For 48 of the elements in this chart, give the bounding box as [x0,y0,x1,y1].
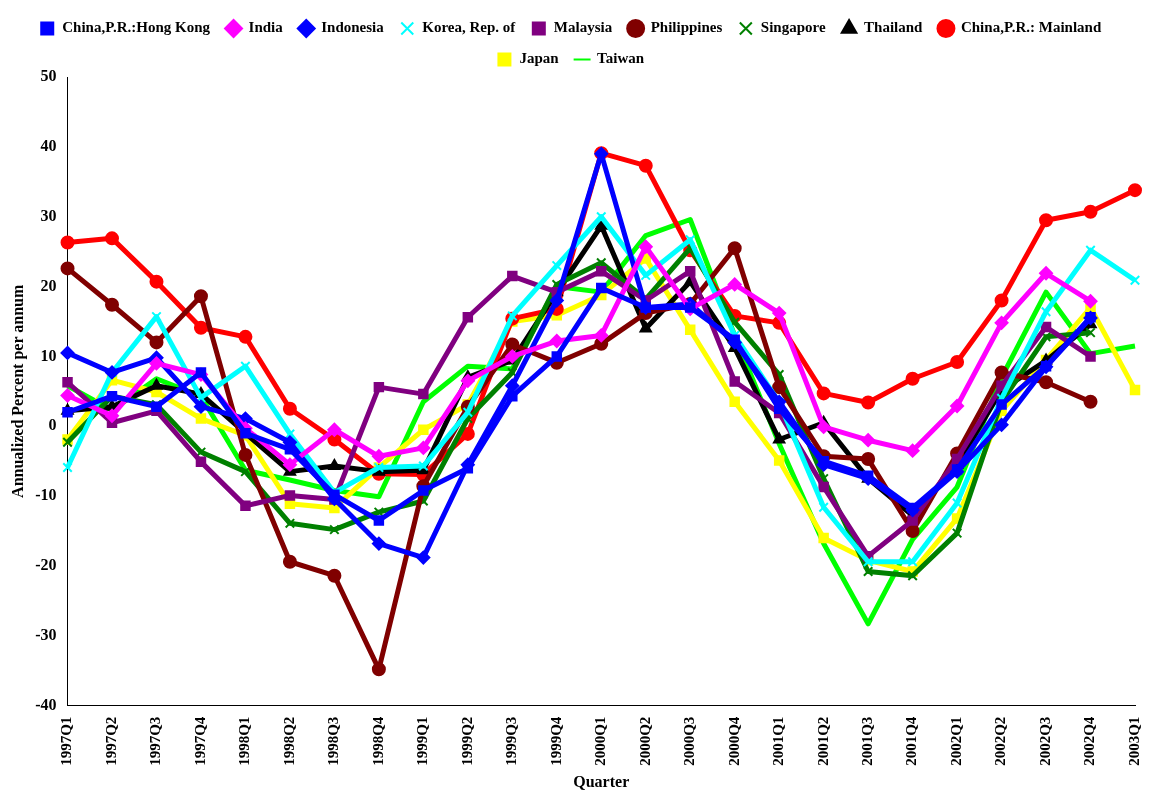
legend-label: Thailand [864,19,924,36]
y-tick-label: 40 [40,136,57,154]
y-tick-label: 20 [40,276,57,294]
x-tick-label: 1999Q3 [503,716,520,766]
legend-label: China,P.R.:Hong Kong [62,19,211,36]
y-tick-label: -30 [35,625,57,643]
x-tick-label: 2000Q2 [636,716,653,766]
y-axis-title: Annualized Percent per annum [8,284,27,498]
x-tick-label: 2000Q4 [725,716,742,766]
legend-label: Philippines [650,19,723,36]
y-tick-label: 0 [48,416,57,434]
x-axis-title: Quarter [573,772,630,790]
y-tick-label: -40 [35,695,57,713]
x-tick-label: 1998Q4 [369,716,386,766]
x-tick-label: 1997Q4 [191,716,208,766]
legend-label: Malaysia [553,19,613,36]
x-tick-label: 2002Q3 [1036,716,1053,766]
x-tick-label: 1997Q1 [58,716,75,766]
legend-label: Taiwan [597,50,645,67]
legend-label: Korea, Rep. of [422,19,517,36]
legend-label: Japan [519,50,560,67]
x-tick-label: 1997Q2 [102,716,119,766]
x-tick-label: 2001Q4 [903,716,920,766]
x-tick-label: 2001Q2 [814,716,831,766]
legend-label: India [248,19,284,36]
x-tick-label: 1998Q1 [236,716,253,766]
y-tick-label: 50 [40,67,57,85]
x-tick-label: 2000Q3 [681,716,698,766]
legend-label: Singapore [760,19,826,36]
x-tick-label: 1997Q3 [147,716,164,766]
x-tick-label: 1999Q1 [414,716,431,766]
x-tick-label: 1998Q2 [280,716,297,766]
x-tick-label: 2002Q4 [1081,716,1098,766]
x-tick-label: 1999Q2 [458,716,475,766]
legend-label: China,P.R.: Mainland [960,19,1102,36]
x-tick-label: 2003Q1 [1125,716,1142,766]
x-tick-label: 2000Q1 [592,716,609,766]
x-tick-label: 2001Q3 [859,716,876,766]
x-tick-label: 1998Q3 [325,716,342,766]
x-tick-label: 2001Q1 [770,716,787,766]
x-tick-label: 2002Q2 [992,716,1009,766]
y-tick-label: -20 [35,556,57,574]
x-tick-label: 2002Q1 [947,716,964,766]
y-tick-label: 30 [40,206,57,224]
y-tick-label: -10 [35,486,57,504]
y-tick-label: 10 [40,346,57,364]
legend-label: Indonesia [321,19,385,36]
x-tick-label: 1999Q4 [547,716,564,766]
